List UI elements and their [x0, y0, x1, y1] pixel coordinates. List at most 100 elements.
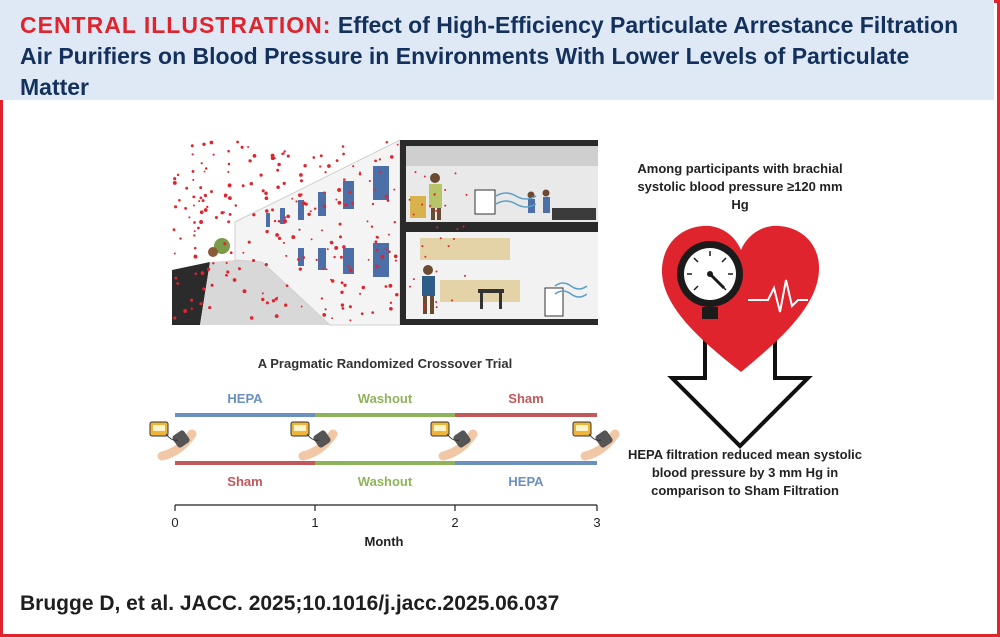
- particle-dot: [386, 199, 390, 202]
- particle-dot: [234, 204, 238, 207]
- indoor-particulate-dots: [408, 171, 468, 310]
- particle-dot: [291, 197, 294, 200]
- particle-dot: [227, 149, 230, 153]
- particle-dot: [393, 221, 396, 224]
- particle-dot: [285, 254, 288, 257]
- heart-gauge-icon: [661, 225, 820, 372]
- blood-pressure-cuff-icon: [290, 421, 338, 461]
- particle-dot: [261, 297, 265, 302]
- particle-dot: [265, 229, 269, 234]
- particle-dot: [199, 210, 204, 215]
- particle-dot: [202, 142, 206, 147]
- particle-dot: [199, 186, 203, 190]
- particle-dot: [232, 278, 237, 282]
- particle-dot: [199, 220, 204, 224]
- particle-dot: [374, 240, 378, 244]
- particle-dot: [298, 267, 302, 271]
- title-text: Effect of High-Efficiency Particulate Ar…: [20, 12, 959, 100]
- blood-pressure-cuff-icon: [149, 421, 197, 461]
- particle-dot: [227, 170, 230, 173]
- particle-dot: [193, 254, 198, 259]
- particle-dot: [199, 302, 203, 306]
- particle-dot: [359, 292, 362, 295]
- particle-dot: [193, 204, 195, 207]
- particle-dot: [329, 240, 334, 245]
- particle-dot: [462, 225, 465, 228]
- particle-dot: [191, 169, 195, 173]
- particle-dot: [210, 190, 213, 194]
- particle-dot: [322, 267, 325, 270]
- particle-dot: [423, 303, 426, 306]
- particle-dot: [264, 262, 268, 267]
- particle-dot: [282, 181, 286, 185]
- particle-dot: [394, 259, 397, 262]
- particle-dot: [396, 143, 399, 146]
- particle-dot: [191, 153, 194, 156]
- bottom-arm-label-sham: Sham: [227, 474, 263, 489]
- tick-label-2: 2: [451, 515, 459, 530]
- particle-dot: [345, 204, 349, 207]
- particle-dot: [451, 299, 453, 302]
- particle-dot: [212, 153, 215, 156]
- particle-dot: [225, 261, 228, 265]
- particle-dot: [298, 228, 301, 231]
- particle-dot: [325, 268, 328, 271]
- particle-dot: [206, 267, 211, 271]
- particle-dot: [360, 312, 364, 316]
- particle-dot: [388, 250, 391, 253]
- particle-dot: [412, 278, 415, 281]
- particle-dot: [174, 205, 178, 209]
- apartment-interior-illustration: [400, 140, 598, 325]
- particle-dot: [227, 183, 232, 188]
- tick-label-1: 1: [311, 515, 319, 530]
- particle-dot: [376, 236, 379, 239]
- bottom-arm-label-hepa: HEPA: [508, 474, 544, 489]
- particle-dot: [273, 219, 277, 223]
- particle-dot: [259, 173, 263, 177]
- particle-dot: [193, 246, 197, 250]
- particle-dot: [331, 317, 334, 320]
- particle-dot: [252, 154, 257, 158]
- particle-dot: [285, 284, 289, 288]
- particle-dot: [190, 307, 193, 310]
- particle-dot: [319, 154, 323, 158]
- particle-dot: [380, 254, 385, 259]
- particle-dot: [224, 273, 228, 277]
- particle-dot: [302, 201, 306, 206]
- particle-dot: [179, 237, 182, 240]
- particle-dot: [326, 248, 329, 251]
- particle-dot: [247, 240, 251, 244]
- particle-dot: [464, 274, 466, 277]
- particle-dot: [172, 180, 177, 185]
- particle-dot: [200, 271, 205, 275]
- particle-dot: [210, 283, 214, 287]
- particle-dot: [341, 145, 345, 148]
- tick-label-0: 0: [171, 515, 179, 530]
- particle-dot: [271, 208, 274, 212]
- particle-dot: [291, 235, 296, 240]
- title-lead: CENTRAL ILLUSTRATION:: [20, 12, 332, 38]
- particle-dot: [173, 177, 177, 181]
- particle-dot: [284, 216, 287, 219]
- particle-dot: [421, 245, 424, 248]
- particle-dot: [321, 229, 323, 232]
- particle-dot: [190, 298, 194, 302]
- particle-dot: [183, 309, 188, 313]
- particle-dot: [193, 234, 196, 237]
- particle-dot: [414, 171, 417, 174]
- population-text: Among participants with brachial systoli…: [637, 161, 843, 212]
- particle-dot: [173, 252, 176, 255]
- particle-dot: [176, 282, 180, 285]
- particle-dot: [343, 178, 346, 181]
- particle-dot: [299, 173, 303, 177]
- particle-dot: [385, 141, 389, 144]
- top-arm-label-washout: Washout: [357, 391, 413, 406]
- particle-dot: [423, 307, 426, 310]
- particle-dot: [178, 199, 181, 202]
- particle-dot: [384, 285, 388, 288]
- particle-dot: [265, 301, 269, 305]
- particle-dot: [367, 258, 370, 261]
- particle-dot: [220, 211, 224, 215]
- particle-dot: [275, 233, 279, 237]
- particle-dot: [302, 256, 306, 259]
